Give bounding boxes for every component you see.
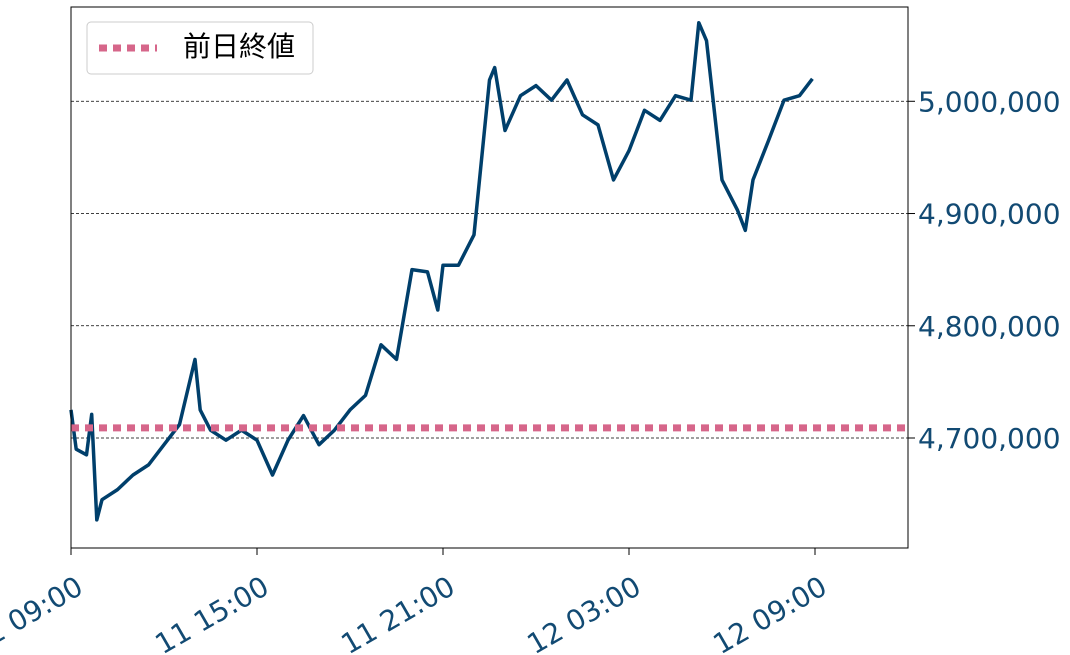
- y-tick-label: 4,900,000: [918, 198, 1061, 231]
- legend-box: [86, 21, 314, 75]
- x-tick-label: 11 15:00: [150, 570, 275, 655]
- legend-label: 前日終値: [183, 30, 295, 63]
- price-line: [69, 20, 814, 522]
- x-tick-label: 12 03:00: [522, 570, 647, 655]
- x-tick-label: 12 09:00: [708, 570, 833, 655]
- plot-frame: [70, 6, 909, 549]
- y-tick-label: 5,000,000: [918, 85, 1061, 118]
- x-tick-label: 11 21:00: [336, 570, 461, 655]
- y-tick-label: 4,800,000: [918, 310, 1061, 343]
- x-tick-label: 11 09:00: [0, 570, 88, 655]
- y-tick-label: 4,700,000: [918, 422, 1061, 455]
